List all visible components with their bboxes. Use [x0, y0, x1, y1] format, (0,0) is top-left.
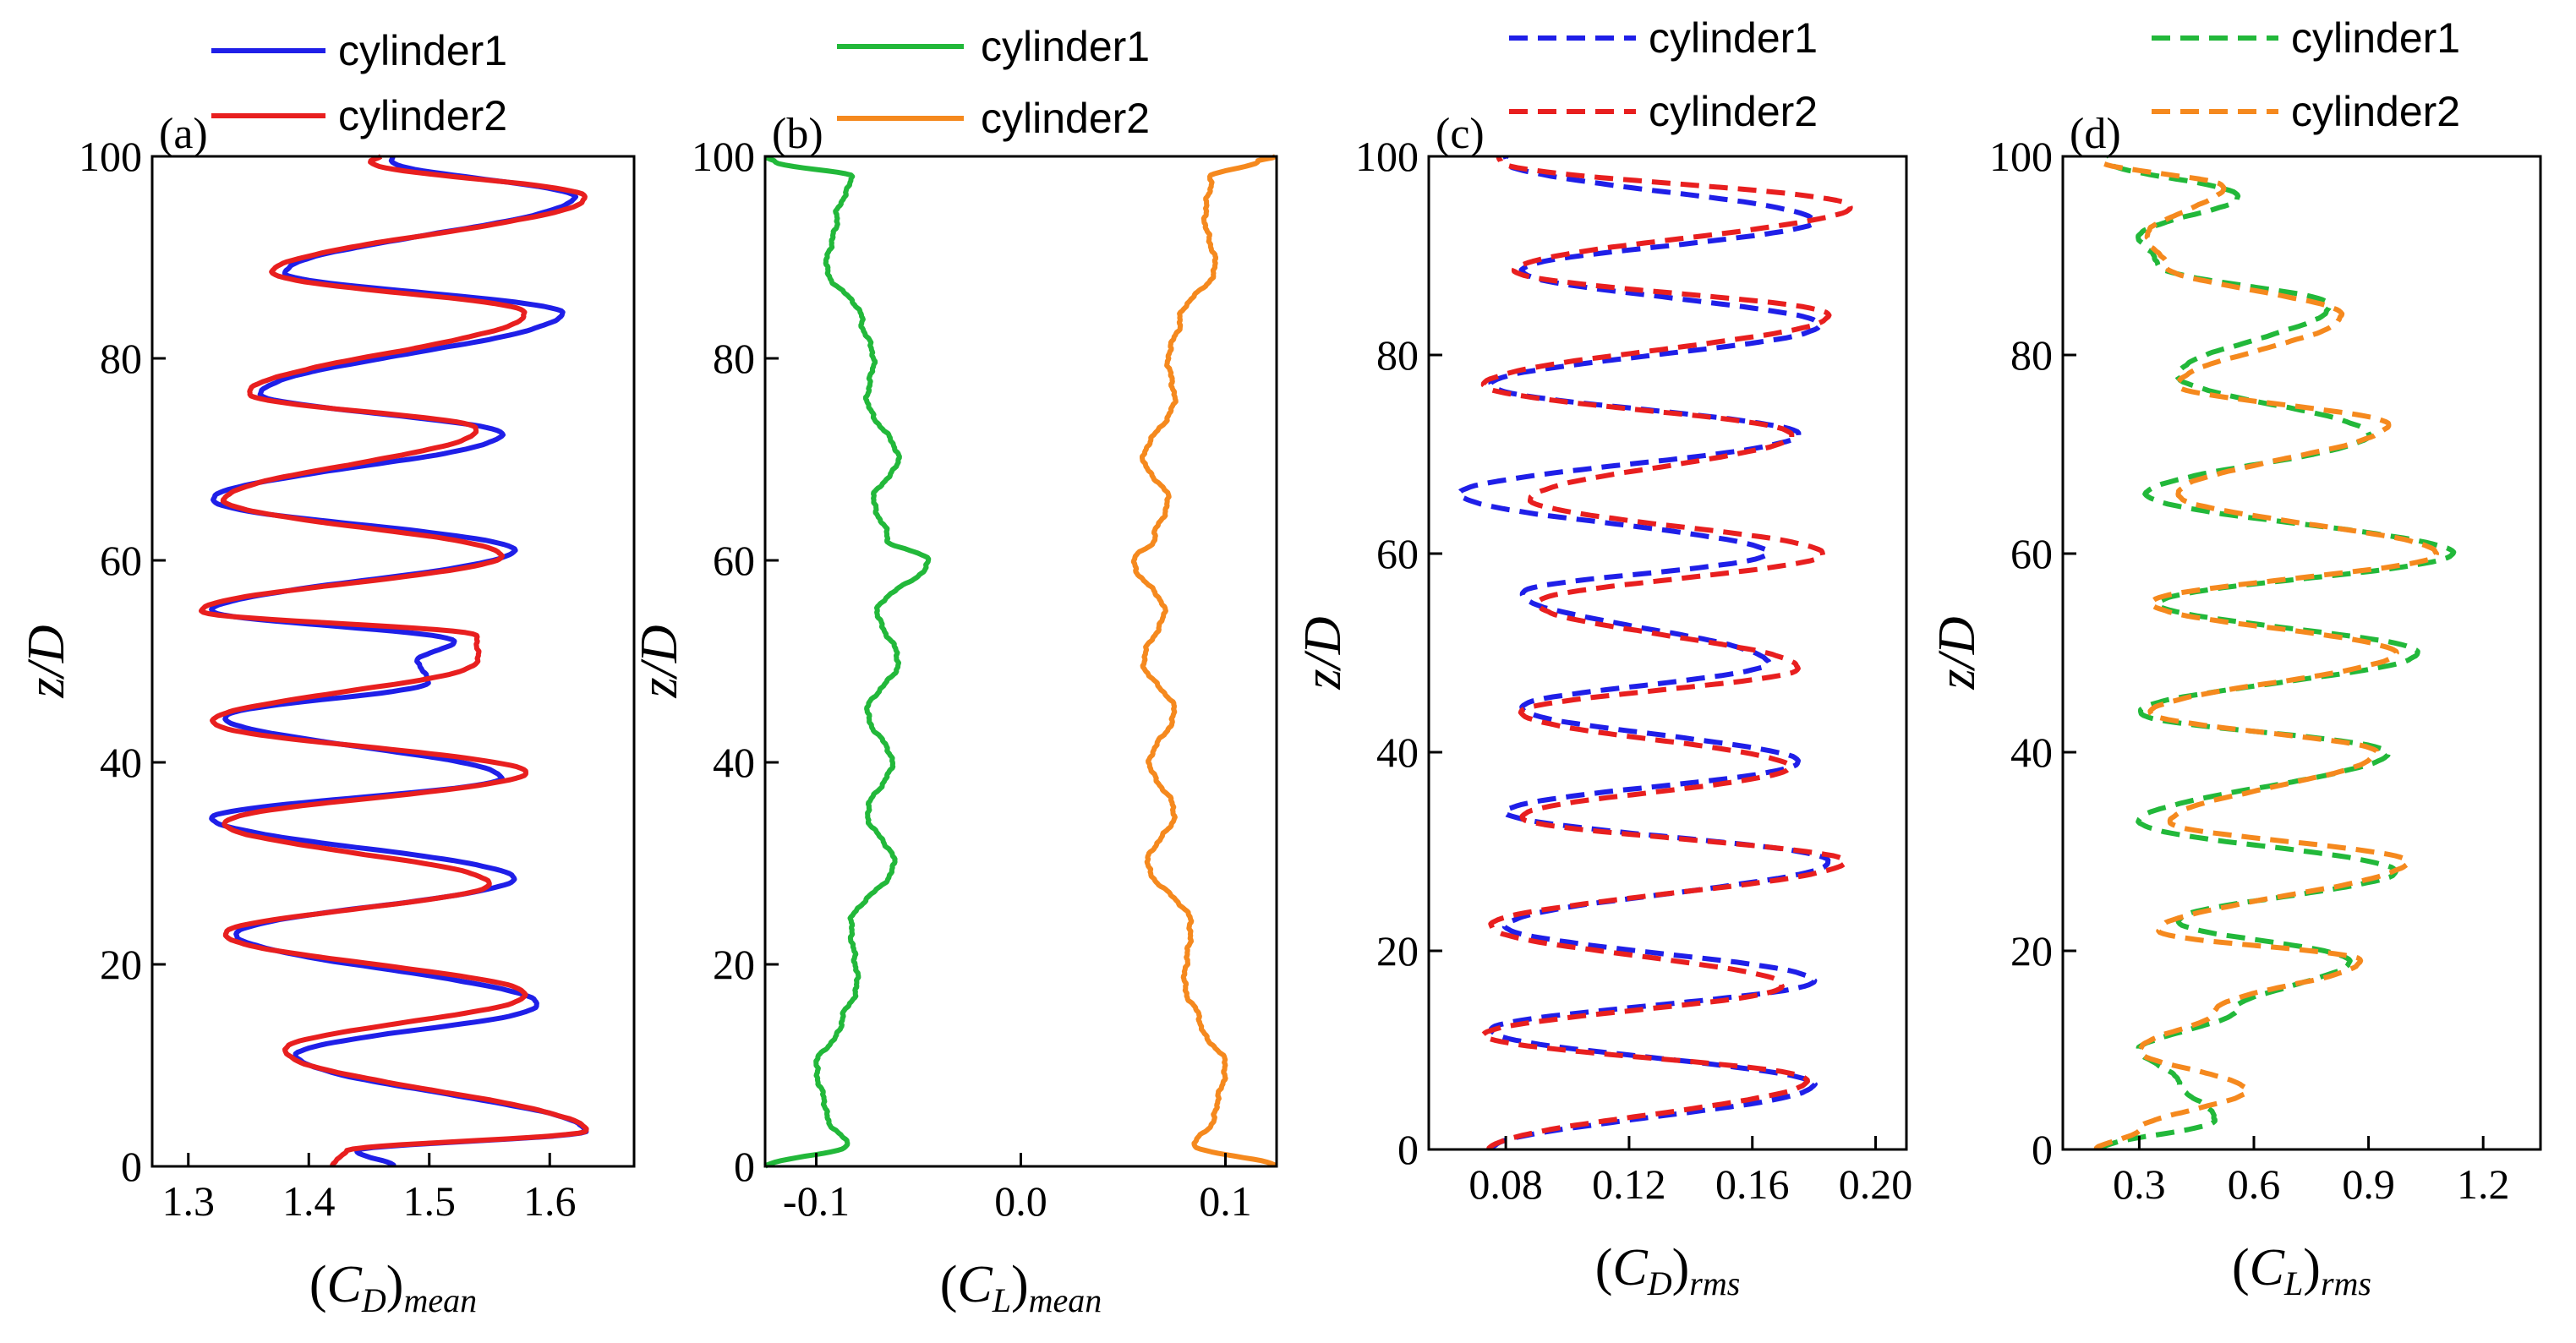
x-tick-label: 1.3: [162, 1177, 216, 1225]
panel-label: (a): [159, 110, 208, 158]
panel-label: (b): [772, 110, 823, 158]
legend-label-cylinder2: cylinder2: [1649, 88, 1818, 135]
panel-label: (c): [1436, 110, 1485, 158]
series-line-cylinder1: [209, 155, 589, 1168]
axes-frame: [150, 155, 636, 1168]
x-axis-label: (CD)rms: [1595, 1239, 1741, 1302]
legend-label-cylinder1: cylinder1: [981, 23, 1150, 70]
y-tick-label: 100: [79, 133, 142, 180]
legend-label-cylinder1: cylinder1: [2291, 14, 2460, 62]
y-tick-label: 60: [713, 537, 755, 584]
legend-label-cylinder1: cylinder1: [1649, 14, 1818, 62]
y-tick-label: 80: [100, 335, 142, 382]
y-tick-label: 80: [713, 335, 755, 382]
legend-label-cylinder1: cylinder1: [338, 27, 507, 74]
x-tick-label: 0.20: [1839, 1160, 1913, 1208]
x-tick-label: 0.08: [1468, 1160, 1543, 1208]
series-line-cylinder1: [2098, 155, 2457, 1151]
series-line-cylinder2: [1130, 154, 1278, 1168]
x-tick-label: 0.3: [2113, 1160, 2166, 1208]
series-line-cylinder2: [199, 154, 589, 1168]
y-tick-label: 0: [2032, 1126, 2053, 1173]
x-tick-label: 0.1: [1199, 1177, 1252, 1225]
x-tick-label: 0.9: [2342, 1160, 2395, 1208]
y-tick-label: 80: [2010, 331, 2053, 379]
y-tick-label: 40: [100, 739, 142, 786]
x-tick-label: 1.4: [282, 1177, 336, 1225]
y-axis-label: z/D: [631, 625, 688, 698]
axes-frame: [2061, 155, 2542, 1151]
chart-panel-b: -0.1 0.0 0.1 0 20 40 60 80 100 z/D (CL)mean (b) cyli…: [631, 23, 1278, 1319]
x-axis-label-base: (: [940, 1256, 958, 1313]
legend-label-cylinder2: cylinder2: [338, 92, 507, 139]
y-tick-label: 60: [100, 537, 142, 584]
y-axis-label: z/D: [18, 625, 75, 698]
y-tick-label: 20: [100, 941, 142, 988]
x-axis-label-base: (: [2232, 1239, 2250, 1297]
x-tick-label: 1.6: [523, 1177, 577, 1225]
y-tick-label: 20: [713, 941, 755, 988]
y-tick-label: 40: [1376, 729, 1419, 776]
legend-label-cylinder2: cylinder2: [2291, 88, 2460, 135]
chart-panel-a: 1.3 1.4 1.5 1.6 0 20 40 60 80 100 z/D (CD)mean (a) cy…: [18, 27, 636, 1319]
y-tick-label: 80: [1376, 331, 1419, 379]
series-line-cylinder1: [1456, 155, 1831, 1151]
chart-panel-c: 0.08 0.12 0.16 0.20020406080100z/D(CD)rms(c…: [1294, 14, 1912, 1302]
x-tick-label: -0.1: [783, 1177, 850, 1225]
y-tick-label: 60: [1376, 530, 1419, 577]
chart-panel-d: 0.3 0.6 0.9 1.2 0 20 40 60 80 100 z/D (CL)rms (d) cyl…: [1928, 14, 2542, 1302]
y-tick-label: 0: [121, 1143, 142, 1190]
x-tick-label: 0.16: [1715, 1160, 1790, 1208]
y-axis-label: z/D: [1928, 616, 1986, 690]
y-tick-label: 100: [1989, 133, 2053, 180]
y-tick-label: 20: [1376, 927, 1419, 974]
y-tick-label: 40: [713, 739, 755, 786]
x-tick-label: 0.0: [994, 1177, 1047, 1225]
axes-frame: [1427, 155, 1908, 1151]
x-axis-label: (CD)mean: [309, 1256, 477, 1319]
y-tick-label: 100: [692, 133, 755, 180]
y-tick-label: 0: [1397, 1126, 1419, 1173]
legend-label-cylinder2: cylinder2: [981, 95, 1150, 142]
y-axis-label: z/D: [1294, 616, 1352, 690]
series-line-cylinder1: [763, 155, 932, 1169]
x-tick-label: 1.5: [403, 1177, 457, 1225]
x-axis-label: (CL)mean: [940, 1256, 1102, 1319]
x-tick-label: 0.6: [2228, 1160, 2281, 1208]
x-tick-label: 0.12: [1592, 1160, 1666, 1208]
x-tick-label: 1.2: [2457, 1160, 2510, 1208]
y-tick-label: 40: [2010, 729, 2053, 776]
y-tick-label: 0: [734, 1143, 755, 1190]
series-line-cylinder2: [1480, 155, 1853, 1151]
y-tick-label: 20: [2010, 927, 2053, 974]
x-axis-label-base: (: [1595, 1239, 1613, 1297]
y-tick-label: 60: [2010, 530, 2053, 577]
panel-label: (d): [2070, 110, 2121, 158]
x-axis-label-base: (: [309, 1256, 327, 1313]
y-tick-label: 100: [1355, 133, 1419, 180]
series-line-cylinder2: [2093, 155, 2439, 1151]
x-axis-label: (CL)rms: [2232, 1239, 2371, 1302]
